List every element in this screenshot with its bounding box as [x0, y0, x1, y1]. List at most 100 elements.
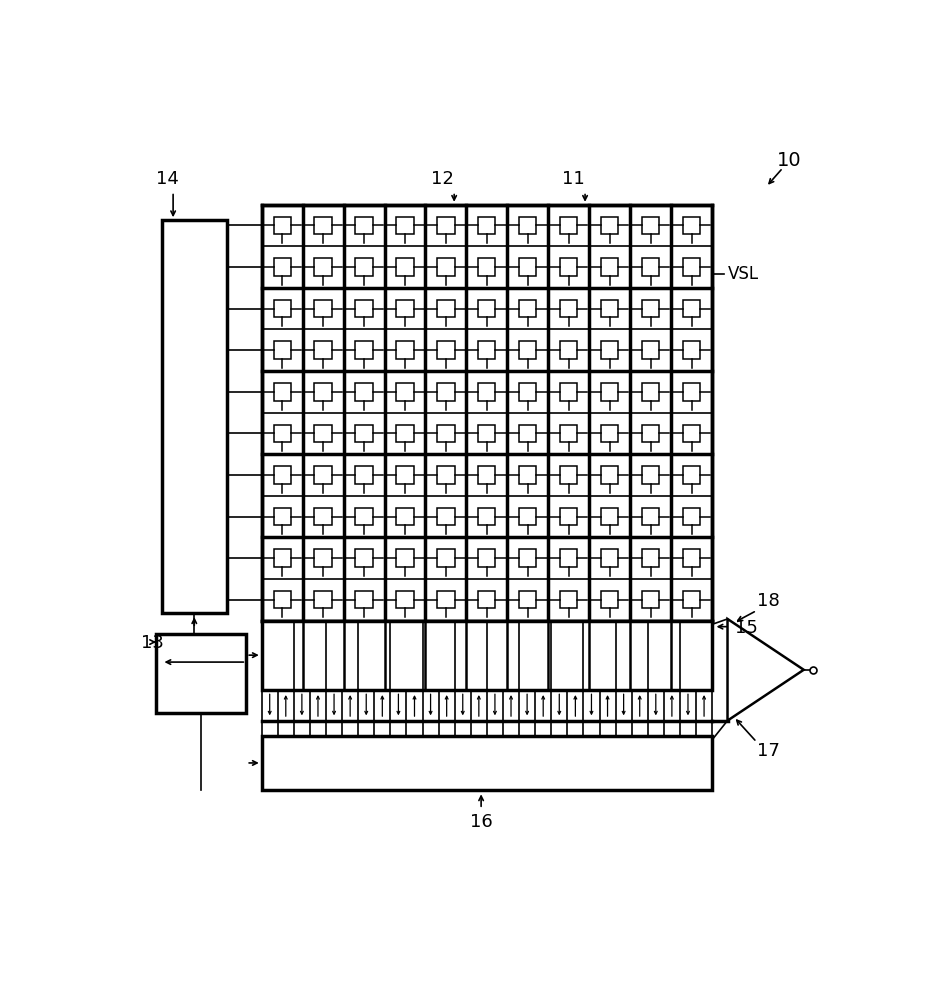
Bar [355, 466, 373, 484]
Bar [560, 300, 578, 317]
Bar [642, 549, 659, 567]
Text: 12: 12 [431, 170, 454, 188]
Bar [560, 508, 578, 525]
Text: 18: 18 [756, 592, 780, 610]
Bar [396, 549, 413, 567]
Bar [262, 620, 712, 690]
Bar [601, 258, 618, 276]
Bar [438, 383, 454, 401]
Bar [683, 300, 700, 317]
Bar [519, 425, 537, 442]
Bar [438, 217, 454, 234]
Bar [601, 591, 618, 608]
Bar [601, 425, 618, 442]
Bar [396, 341, 413, 359]
Bar [274, 383, 291, 401]
Bar [519, 383, 537, 401]
Bar [314, 549, 332, 567]
Bar [438, 591, 454, 608]
Bar [683, 466, 700, 484]
Text: 10: 10 [777, 151, 801, 170]
Text: 11: 11 [562, 170, 585, 188]
Bar [479, 466, 496, 484]
Bar [274, 591, 291, 608]
Bar [355, 383, 373, 401]
Bar [519, 300, 537, 317]
Bar [274, 300, 291, 317]
Bar [479, 591, 496, 608]
Bar [642, 341, 659, 359]
Bar [519, 508, 537, 525]
Bar [396, 425, 413, 442]
Text: 13: 13 [141, 634, 164, 652]
Bar [601, 217, 618, 234]
Bar [479, 300, 496, 317]
Bar [396, 591, 413, 608]
Bar [479, 383, 496, 401]
Text: VSL: VSL [727, 265, 758, 283]
Bar [355, 549, 373, 567]
Bar [262, 205, 712, 620]
Bar [683, 341, 700, 359]
Bar [479, 425, 496, 442]
Text: 17: 17 [756, 742, 780, 760]
Bar [262, 736, 712, 790]
Bar [601, 300, 618, 317]
Bar [438, 258, 454, 276]
Bar [274, 341, 291, 359]
Bar [314, 300, 332, 317]
Bar [396, 508, 413, 525]
Bar [642, 425, 659, 442]
Bar [683, 383, 700, 401]
Bar [560, 383, 578, 401]
Bar [683, 258, 700, 276]
Bar [438, 300, 454, 317]
Bar [314, 258, 332, 276]
Bar [274, 466, 291, 484]
Bar [314, 508, 332, 525]
Bar [355, 425, 373, 442]
Bar [560, 425, 578, 442]
Bar [479, 341, 496, 359]
Bar [274, 425, 291, 442]
Bar [560, 549, 578, 567]
Bar [601, 466, 618, 484]
Bar [642, 258, 659, 276]
Bar [355, 300, 373, 317]
Bar [560, 258, 578, 276]
Bar [314, 466, 332, 484]
Bar [274, 508, 291, 525]
Bar [438, 466, 454, 484]
Bar [560, 591, 578, 608]
Bar [156, 634, 246, 713]
Bar [355, 591, 373, 608]
Bar [314, 341, 332, 359]
Bar [396, 383, 413, 401]
Bar [601, 549, 618, 567]
Bar [560, 466, 578, 484]
Bar [479, 549, 496, 567]
Bar [683, 425, 700, 442]
Bar [355, 217, 373, 234]
Bar [314, 383, 332, 401]
Bar [642, 508, 659, 525]
Bar [314, 425, 332, 442]
Bar [642, 591, 659, 608]
Bar [642, 383, 659, 401]
Bar [519, 591, 537, 608]
Bar [601, 341, 618, 359]
Bar [438, 549, 454, 567]
Bar [519, 258, 537, 276]
Bar [162, 220, 227, 613]
Bar [519, 466, 537, 484]
Bar [601, 508, 618, 525]
Bar [683, 217, 700, 234]
Bar [438, 508, 454, 525]
Bar [396, 300, 413, 317]
Bar [519, 549, 537, 567]
Text: 14: 14 [155, 170, 179, 188]
Bar [479, 217, 496, 234]
Bar [560, 341, 578, 359]
Bar [355, 341, 373, 359]
Polygon shape [727, 619, 804, 721]
